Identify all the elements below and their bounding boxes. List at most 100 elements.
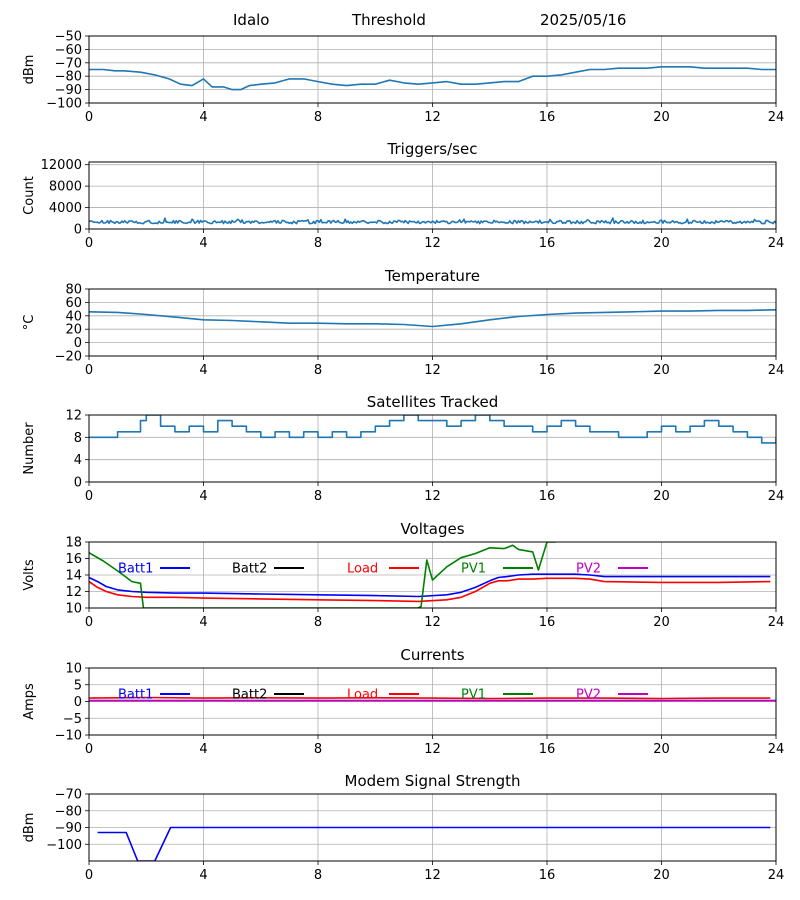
- panel-title: Voltages: [400, 520, 464, 538]
- y-tick-label: −90: [55, 83, 82, 98]
- y-tick-label: −100: [46, 97, 82, 112]
- x-tick-label: 12: [424, 236, 441, 251]
- panel-title: Currents: [400, 646, 464, 664]
- y-tick-label: 0: [74, 223, 82, 238]
- y-tick-label: −70: [55, 788, 82, 803]
- series-group: [97, 826, 771, 861]
- y-tick-label: 16: [65, 552, 82, 567]
- x-tick-label: 12: [424, 110, 441, 125]
- y-tick-label: −100: [46, 838, 82, 853]
- legend-label-batt2: Batt2: [232, 562, 267, 577]
- x-tick-label: 0: [85, 868, 93, 883]
- x-tick-label: 20: [653, 363, 670, 378]
- panel-1: 0 4 8 12 16 20 24 0 4000 8000 12000 Triggers/sec Cou…: [22, 140, 784, 251]
- x-tick-label: 0: [85, 615, 93, 630]
- x-tick-label: 16: [539, 236, 556, 251]
- series-group: [89, 309, 776, 328]
- y-tick-label: −10: [55, 729, 82, 744]
- x-tick-label: 12: [424, 868, 441, 883]
- panel-title: Temperature: [384, 267, 480, 285]
- series-group: [89, 542, 771, 608]
- y-axis-label: dBm: [22, 55, 37, 85]
- y-tick-label: 5: [74, 678, 82, 693]
- x-tick-label: 4: [199, 868, 207, 883]
- x-tick-label: 0: [85, 742, 93, 757]
- x-tick-label: 8: [314, 742, 322, 757]
- legend-label-pv2: PV2: [576, 688, 601, 703]
- y-tick-label: 18: [65, 536, 82, 551]
- x-tick-label: 4: [199, 363, 207, 378]
- x-tick-label: 20: [653, 110, 670, 125]
- y-tick-label: 40: [65, 309, 82, 324]
- y-tick-label: −80: [55, 70, 82, 85]
- header-mode: Threshold: [352, 11, 426, 29]
- x-tick-label: 8: [314, 489, 322, 504]
- y-tick-label: −80: [55, 804, 82, 819]
- panel-6: 0 4 8 12 16 20 24 −100 −90 −80−70 Modem Signal Str…: [22, 772, 784, 883]
- y-tick-label: 12: [65, 585, 82, 600]
- legend-label-batt2: Batt2: [232, 688, 267, 703]
- x-tick-label: 0: [85, 489, 93, 504]
- y-tick-label: −60: [55, 43, 82, 58]
- series-line-load: [89, 577, 771, 603]
- series-line-pv1: [89, 542, 556, 608]
- y-tick-label: 12: [65, 409, 82, 424]
- y-tick-label: 8: [74, 431, 82, 446]
- x-tick-label: 0: [85, 363, 93, 378]
- x-tick-label: 8: [314, 110, 322, 125]
- legend-label-load: Load: [347, 562, 378, 577]
- header-date: 2025/05/16: [540, 11, 627, 29]
- y-axis-label: Number: [22, 422, 37, 475]
- x-tick-label: 0: [85, 236, 93, 251]
- series-line-batt1: [89, 573, 771, 598]
- x-tick-label: 0: [85, 110, 93, 125]
- series-line-load: [89, 696, 771, 700]
- x-tick-label: 20: [653, 236, 670, 251]
- series-line-0: [89, 415, 776, 444]
- y-tick-label: 4: [74, 453, 82, 468]
- y-tick-label: 0: [74, 476, 82, 491]
- x-tick-label: 16: [539, 110, 556, 125]
- series-group: [89, 696, 776, 702]
- x-tick-label: 20: [653, 615, 670, 630]
- x-tick-label: 12: [424, 489, 441, 504]
- x-tick-label: 24: [768, 363, 785, 378]
- y-tick-label: 14: [65, 569, 82, 584]
- x-tick-label: 16: [539, 868, 556, 883]
- legend-label-batt1: Batt1: [118, 562, 153, 577]
- x-tick-label: 12: [424, 742, 441, 757]
- x-tick-label: 20: [653, 742, 670, 757]
- x-tick-label: 20: [653, 868, 670, 883]
- series-group: [89, 415, 776, 444]
- x-tick-label: 16: [539, 615, 556, 630]
- legend-label-pv1: PV1: [461, 562, 486, 577]
- x-tick-label: 4: [199, 489, 207, 504]
- y-tick-label: 8000: [49, 180, 82, 195]
- y-tick-label: −70: [55, 56, 82, 71]
- y-axis-label: °C: [22, 315, 37, 331]
- panel-title: Satellites Tracked: [367, 393, 498, 411]
- x-tick-label: 4: [199, 236, 207, 251]
- y-tick-label: 60: [65, 296, 82, 311]
- y-tick-label: −90: [55, 821, 82, 836]
- series-line-0: [89, 217, 776, 225]
- x-tick-label: 8: [314, 363, 322, 378]
- y-tick-label: 10: [65, 602, 82, 617]
- x-tick-label: 16: [539, 742, 556, 757]
- panel-title: Modem Signal Strength: [345, 772, 521, 790]
- x-tick-label: 12: [424, 363, 441, 378]
- x-tick-label: 24: [768, 742, 785, 757]
- x-tick-label: 4: [199, 615, 207, 630]
- x-tick-label: 24: [768, 110, 785, 125]
- x-tick-label: 24: [768, 615, 785, 630]
- y-tick-label: 20: [65, 323, 82, 338]
- series-line-0: [89, 309, 776, 328]
- series-group: [89, 217, 776, 225]
- y-tick-label: 0: [74, 695, 82, 710]
- legend-label-batt1: Batt1: [118, 688, 153, 703]
- y-axis-label: Volts: [22, 559, 37, 591]
- legend-label-load: Load: [347, 688, 378, 703]
